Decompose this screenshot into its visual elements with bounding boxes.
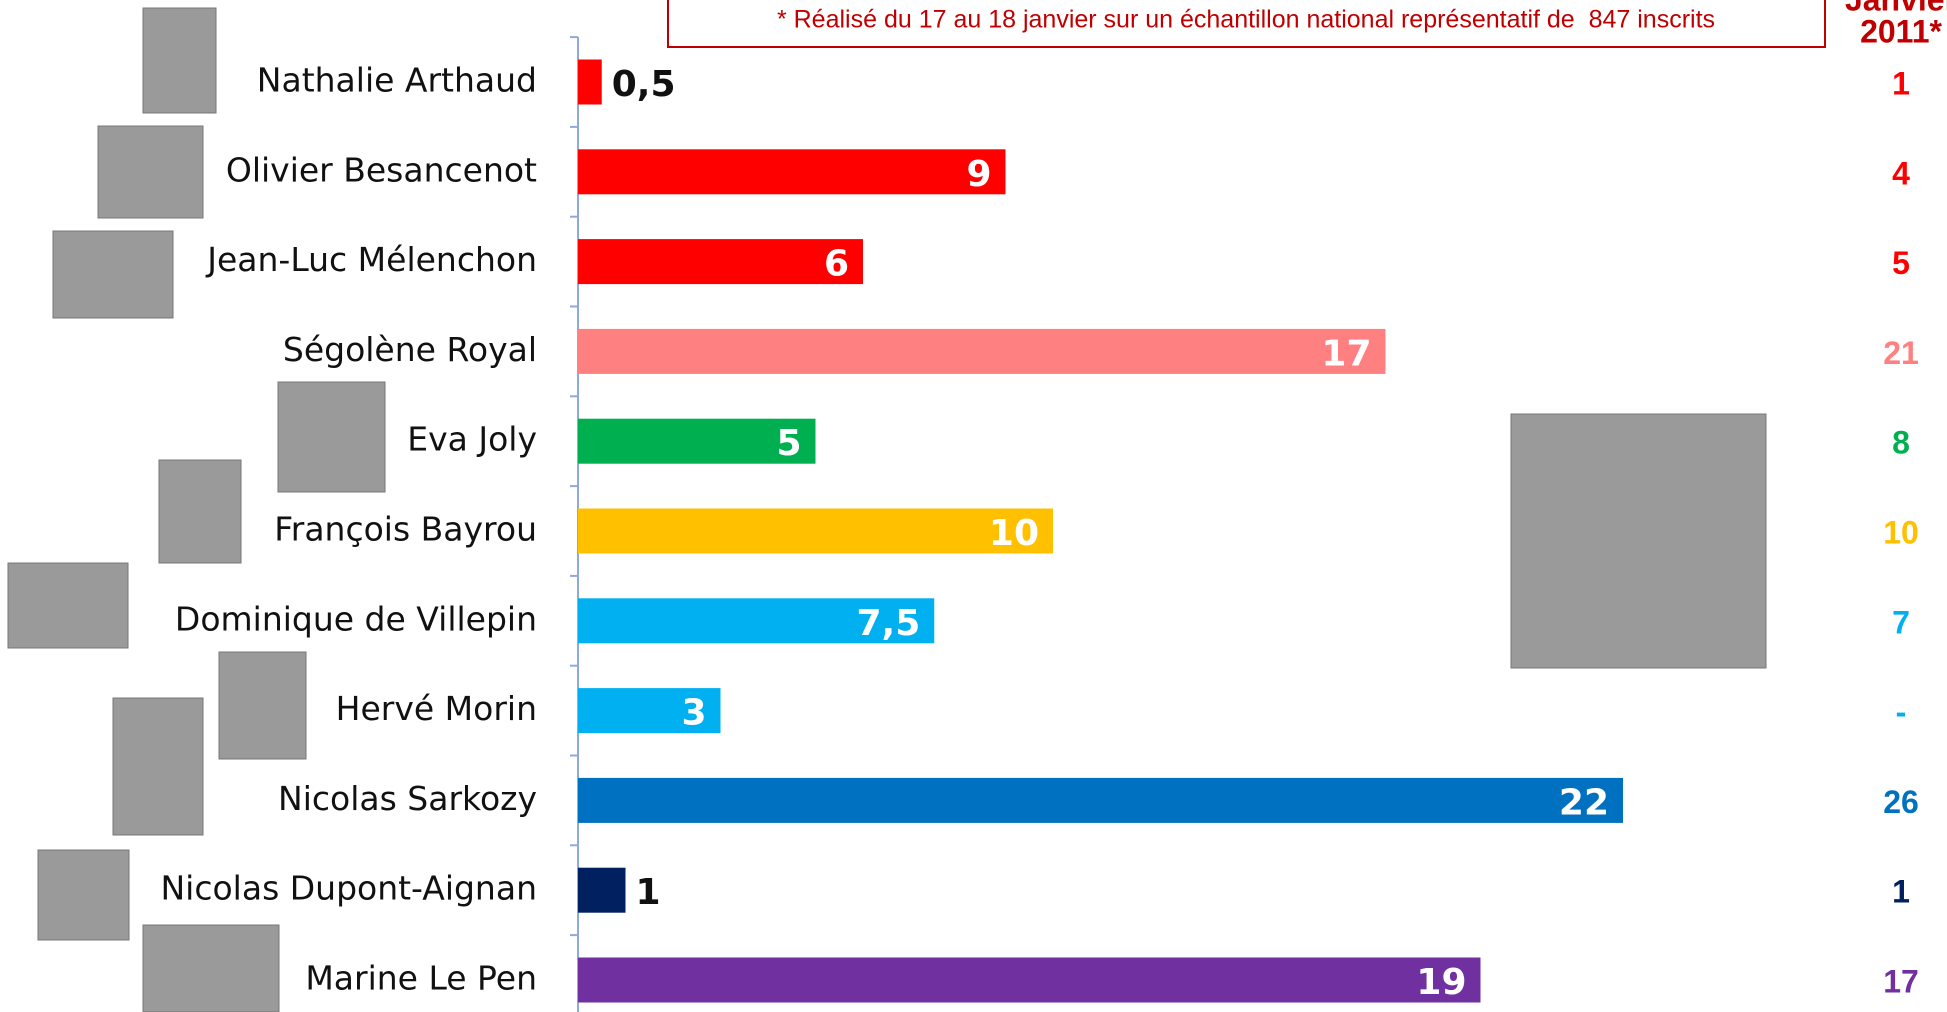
bar bbox=[578, 688, 721, 734]
bar bbox=[578, 418, 816, 464]
category-label: Eva Joly bbox=[407, 420, 537, 459]
category-label: Hervé Morin bbox=[336, 689, 537, 728]
previous-value: 8 bbox=[1892, 425, 1910, 461]
previous-value: 26 bbox=[1883, 784, 1919, 820]
previous-value: 1 bbox=[1892, 65, 1910, 101]
value-label: 5 bbox=[776, 423, 801, 464]
previous-value: 5 bbox=[1892, 245, 1910, 281]
bar bbox=[578, 867, 626, 913]
category-label: Dominique de Villepin bbox=[175, 599, 537, 638]
category-label: Nicolas Dupont-Aignan bbox=[160, 869, 537, 908]
bar bbox=[578, 149, 1006, 195]
bar bbox=[578, 59, 602, 105]
value-label: 9 bbox=[966, 154, 991, 195]
photo bbox=[37, 849, 130, 941]
photo bbox=[1510, 413, 1767, 669]
value-label: 1 bbox=[636, 872, 661, 913]
category-label: Marine Le Pen bbox=[305, 959, 537, 998]
photos bbox=[7, 7, 1767, 1012]
previous-value: 17 bbox=[1883, 963, 1919, 999]
category-label: Nicolas Sarkozy bbox=[278, 779, 537, 818]
photo bbox=[142, 924, 280, 1012]
category-label: Ségolène Royal bbox=[283, 330, 537, 369]
previous-value: 21 bbox=[1883, 335, 1919, 371]
category-label: Nathalie Arthaud bbox=[257, 61, 537, 100]
previous-value: 7 bbox=[1892, 604, 1910, 640]
note: * Réalisé du 17 au 18 janvier sur un éch… bbox=[777, 6, 1715, 34]
bar bbox=[578, 957, 1481, 1003]
category-label: François Bayrou bbox=[274, 510, 537, 549]
previous-value: - bbox=[1896, 694, 1907, 730]
value-label: 22 bbox=[1559, 782, 1609, 823]
photo bbox=[7, 562, 129, 649]
value-label: 6 bbox=[824, 244, 849, 285]
photo bbox=[142, 7, 217, 114]
bar bbox=[578, 239, 863, 285]
bar bbox=[578, 777, 1623, 823]
photo bbox=[97, 125, 204, 219]
value-label: 3 bbox=[681, 693, 706, 734]
value-label: 10 bbox=[989, 513, 1039, 554]
bar bbox=[578, 598, 935, 644]
value-label: 17 bbox=[1321, 333, 1371, 374]
photo bbox=[112, 697, 204, 836]
photo bbox=[277, 381, 386, 493]
value-label: 0,5 bbox=[612, 64, 676, 105]
photo bbox=[52, 230, 174, 319]
category-label: Jean-Luc Mélenchon bbox=[205, 240, 537, 279]
value-label: 7,5 bbox=[856, 603, 920, 644]
previous-header: Janvier bbox=[1845, 0, 1947, 17]
previous-value: 10 bbox=[1883, 514, 1919, 550]
photo bbox=[218, 651, 307, 760]
bar bbox=[578, 508, 1053, 554]
note-box bbox=[667, 0, 1826, 48]
previous-header: 2011* bbox=[1860, 13, 1942, 49]
photo bbox=[158, 459, 242, 564]
previous-value: 1 bbox=[1892, 874, 1910, 910]
previous-value: 4 bbox=[1892, 155, 1910, 191]
bar bbox=[578, 328, 1386, 374]
category-label: Olivier Besancenot bbox=[226, 150, 537, 189]
value-label: 19 bbox=[1416, 962, 1466, 1003]
